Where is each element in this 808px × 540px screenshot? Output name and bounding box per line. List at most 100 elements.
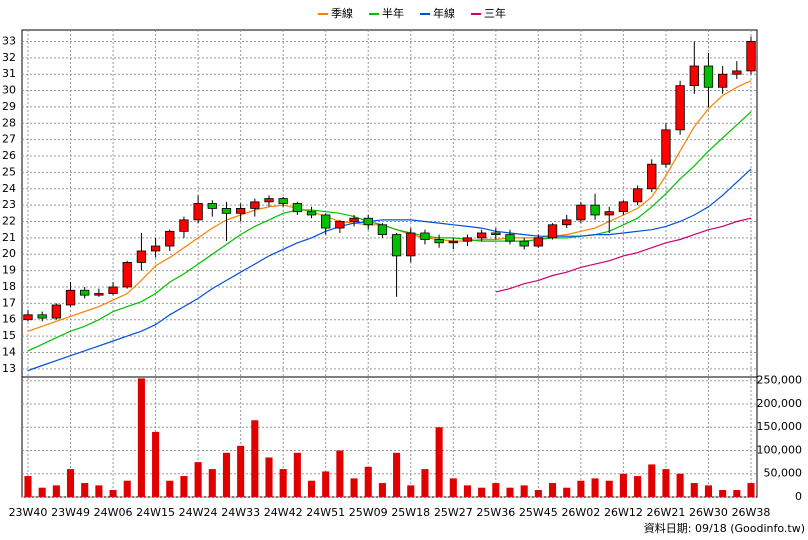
- x-tick-label: 26W12: [604, 506, 643, 519]
- volume-bar: [548, 483, 557, 497]
- y-tick-label: 30: [2, 84, 16, 97]
- source-note: 資料日期: 09/18 (Goodinfo.tw): [644, 521, 805, 535]
- candle-body: [533, 237, 544, 247]
- y2-tick-label: 250,000: [757, 374, 803, 387]
- ma-line: [495, 217, 752, 293]
- candle-body: [122, 262, 132, 288]
- volume-bar: [634, 476, 642, 497]
- volume-bar: [251, 420, 259, 497]
- x-tick-label: 25W36: [476, 506, 515, 519]
- x-tick-label: 26W02: [561, 506, 600, 519]
- candle-body: [590, 204, 600, 216]
- x-tick-label: 25W27: [434, 506, 473, 519]
- volume-bar: [109, 490, 117, 497]
- volume-bar: [648, 464, 656, 497]
- candle-body: [632, 188, 643, 203]
- candle-body: [746, 41, 756, 72]
- y-tick-label: 13: [2, 362, 16, 375]
- x-tick-label: 24W42: [264, 506, 303, 519]
- volume-bar: [166, 480, 174, 497]
- volume-bar: [719, 490, 727, 497]
- y2-tick-label: 150,000: [757, 420, 803, 433]
- volume-bar: [463, 485, 472, 497]
- legend-label: 三年: [484, 6, 506, 20]
- candle-body: [250, 201, 260, 209]
- candle-body: [434, 239, 444, 244]
- volume-bar: [605, 480, 613, 497]
- x-tick-label: 23W49: [51, 506, 90, 519]
- candle-body: [278, 198, 288, 204]
- candle-body: [448, 240, 458, 244]
- candle-body: [136, 250, 147, 263]
- candle-body: [193, 203, 203, 221]
- candle-body: [505, 234, 515, 242]
- y-tick-label: 18: [2, 280, 16, 293]
- volume-bar: [350, 478, 358, 497]
- x-tick-label: 25W18: [391, 506, 430, 519]
- y-tick-label: 20: [2, 247, 16, 260]
- y-tick-label: 16: [2, 313, 16, 326]
- volume-bar: [577, 480, 585, 497]
- y-tick-label: 32: [2, 51, 16, 64]
- candle-body: [689, 65, 699, 87]
- volume-bar: [492, 483, 500, 497]
- volume-bar: [520, 485, 528, 497]
- legend-label: 年線: [433, 6, 455, 20]
- y2-tick-label: 50,000: [764, 467, 803, 480]
- candle-body: [732, 70, 742, 75]
- volume-bar: [747, 483, 755, 497]
- candle-body: [65, 289, 76, 306]
- volume-bar: [123, 480, 131, 497]
- volume-bar: [279, 469, 287, 497]
- y-tick-label: 21: [2, 231, 16, 244]
- y-tick-label: 22: [2, 215, 16, 228]
- volume-bar: [407, 485, 415, 497]
- volume-bar: [662, 469, 670, 497]
- candle-body: [675, 85, 685, 131]
- volume-bar: [421, 469, 429, 497]
- y2-tick-label: 200,000: [757, 397, 803, 410]
- candle-body: [51, 304, 62, 319]
- x-tick-label: 24W24: [179, 506, 218, 519]
- x-tick-label: 26W38: [732, 506, 771, 519]
- volume-bar: [336, 450, 344, 497]
- volume-bar: [152, 431, 160, 497]
- candle-body: [391, 234, 402, 257]
- y-tick-label: 27: [2, 133, 16, 146]
- volume-bar: [733, 490, 741, 497]
- volume-bar: [95, 485, 103, 497]
- volume-bar: [591, 478, 599, 497]
- x-tick-label: 25W45: [519, 506, 558, 519]
- volume-bar: [52, 485, 60, 497]
- candle-body: [491, 232, 501, 235]
- volume-bar: [307, 480, 316, 497]
- candle-body: [80, 289, 90, 296]
- volume-bar: [81, 483, 89, 497]
- volume-bar: [222, 452, 231, 497]
- candle-body: [264, 198, 274, 203]
- candle-body: [221, 208, 232, 214]
- volume-bar: [180, 476, 188, 497]
- y-tick-label: 28: [2, 116, 16, 129]
- candle-body: [335, 221, 345, 229]
- y-tick-label: 14: [2, 345, 16, 358]
- volume-bar: [435, 427, 443, 497]
- volume-bar: [24, 476, 32, 497]
- candle-body: [349, 217, 359, 222]
- volume-bar: [449, 478, 457, 497]
- legend-label: 半年: [382, 6, 404, 20]
- y2-tick-label: 0: [795, 490, 802, 503]
- legend-label: 季線: [331, 6, 353, 20]
- x-tick-label: 24W06: [94, 506, 133, 519]
- candle-body: [604, 211, 614, 216]
- volume-bar: [506, 487, 514, 497]
- volume-bar: [66, 469, 75, 497]
- candle-body: [377, 224, 388, 235]
- candle-body: [207, 203, 217, 209]
- volume-bar: [393, 452, 401, 497]
- candle-body: [547, 224, 558, 239]
- y-tick-label: 23: [2, 198, 16, 211]
- candle-body: [717, 73, 728, 88]
- y-tick-label: 26: [2, 149, 16, 162]
- y-tick-label: 17: [2, 296, 16, 309]
